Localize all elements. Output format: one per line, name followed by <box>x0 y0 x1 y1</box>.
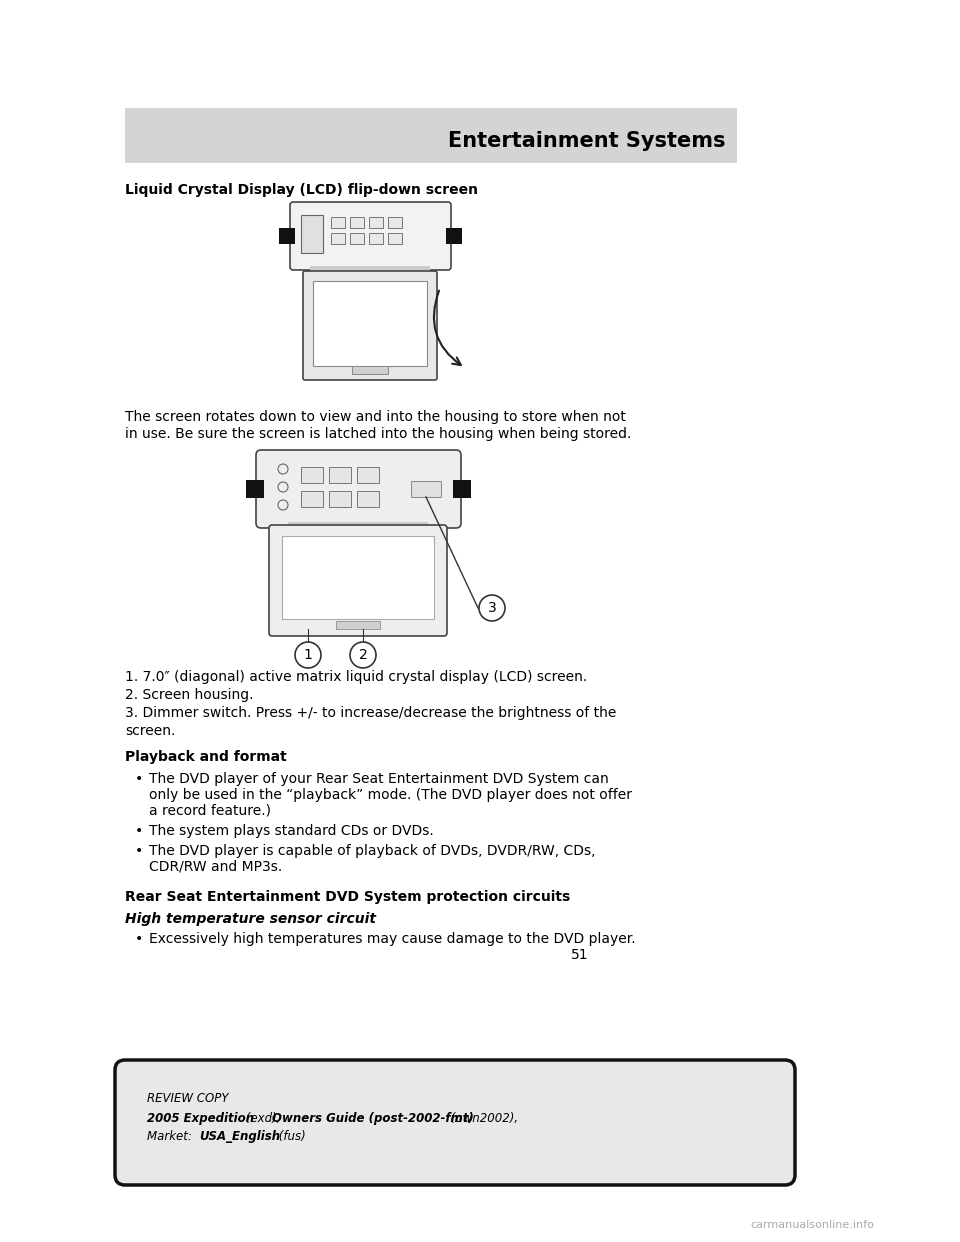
Text: 1. 7.0″ (diagonal) active matrix liquid crystal display (LCD) screen.: 1. 7.0″ (diagonal) active matrix liquid … <box>125 669 588 684</box>
FancyBboxPatch shape <box>303 271 437 380</box>
Bar <box>246 479 264 498</box>
FancyArrowPatch shape <box>434 291 461 365</box>
FancyBboxPatch shape <box>256 450 461 528</box>
Text: •: • <box>135 823 143 838</box>
Bar <box>301 491 323 507</box>
Text: The DVD player is capable of playback of DVDs, DVDR/RW, CDs,: The DVD player is capable of playback of… <box>149 845 595 858</box>
Text: Excessively high temperatures may cause damage to the DVD player.: Excessively high temperatures may cause … <box>149 932 636 946</box>
Text: 2. Screen housing.: 2. Screen housing. <box>125 688 253 702</box>
Bar <box>310 266 430 274</box>
Bar <box>369 233 383 243</box>
Bar <box>301 215 323 253</box>
Text: 2005 Expedition: 2005 Expedition <box>147 1112 254 1125</box>
Bar <box>329 467 351 483</box>
Text: 3: 3 <box>488 601 496 615</box>
Circle shape <box>278 465 288 474</box>
FancyBboxPatch shape <box>115 1059 795 1185</box>
Text: The system plays standard CDs or DVDs.: The system plays standard CDs or DVDs. <box>149 823 434 838</box>
Bar <box>301 467 323 483</box>
Text: Liquid Crystal Display (LCD) flip-down screen: Liquid Crystal Display (LCD) flip-down s… <box>125 183 478 197</box>
Bar <box>125 108 737 163</box>
Text: CDR/RW and MP3s.: CDR/RW and MP3s. <box>149 859 282 874</box>
Text: •: • <box>135 932 143 946</box>
Bar <box>388 217 402 229</box>
Text: Market:: Market: <box>147 1130 200 1143</box>
Bar <box>282 537 434 619</box>
Bar <box>329 491 351 507</box>
Bar <box>313 281 427 366</box>
Text: The DVD player of your Rear Seat Entertainment DVD System can: The DVD player of your Rear Seat Enterta… <box>149 773 609 786</box>
Bar <box>369 217 383 229</box>
Text: a record feature.): a record feature.) <box>149 804 271 818</box>
Bar <box>357 467 379 483</box>
Bar <box>411 481 441 497</box>
FancyBboxPatch shape <box>269 525 447 636</box>
Bar <box>336 621 380 628</box>
Bar <box>288 522 428 529</box>
Text: USA_English: USA_English <box>199 1130 280 1143</box>
Circle shape <box>295 642 321 668</box>
Text: (exd),: (exd), <box>242 1112 284 1125</box>
Bar <box>350 217 364 229</box>
Text: (own2002),: (own2002), <box>447 1112 518 1125</box>
Text: Playback and format: Playback and format <box>125 750 287 764</box>
Bar <box>279 229 295 243</box>
Text: only be used in the “playback” mode. (The DVD player does not offer: only be used in the “playback” mode. (Th… <box>149 787 632 802</box>
Bar <box>453 479 471 498</box>
Circle shape <box>278 482 288 492</box>
Text: •: • <box>135 845 143 858</box>
Circle shape <box>278 501 288 510</box>
Circle shape <box>350 642 376 668</box>
Text: Owners Guide (post-2002-fmt): Owners Guide (post-2002-fmt) <box>272 1112 473 1125</box>
Bar <box>388 233 402 243</box>
Bar <box>352 366 388 374</box>
Text: carmanualsonline.info: carmanualsonline.info <box>750 1220 874 1230</box>
Text: screen.: screen. <box>125 724 176 738</box>
Bar <box>331 217 345 229</box>
Text: Rear Seat Entertainment DVD System protection circuits: Rear Seat Entertainment DVD System prote… <box>125 891 570 904</box>
Text: 2: 2 <box>359 648 368 662</box>
Bar <box>331 233 345 243</box>
Bar <box>350 233 364 243</box>
Text: 1: 1 <box>303 648 312 662</box>
FancyBboxPatch shape <box>290 202 451 270</box>
Text: 3. Dimmer switch. Press +/- to increase/decrease the brightness of the: 3. Dimmer switch. Press +/- to increase/… <box>125 705 616 720</box>
Text: High temperature sensor circuit: High temperature sensor circuit <box>125 912 376 927</box>
Text: REVIEW COPY: REVIEW COPY <box>147 1092 228 1105</box>
Text: Entertainment Systems: Entertainment Systems <box>447 130 725 152</box>
Text: in use. Be sure the screen is latched into the housing when being stored.: in use. Be sure the screen is latched in… <box>125 427 632 441</box>
Text: •: • <box>135 773 143 786</box>
Text: (fus): (fus) <box>275 1130 305 1143</box>
Text: 51: 51 <box>571 948 588 963</box>
Circle shape <box>479 595 505 621</box>
Text: The screen rotates down to view and into the housing to store when not: The screen rotates down to view and into… <box>125 410 626 424</box>
Bar <box>446 229 462 243</box>
Bar <box>357 491 379 507</box>
